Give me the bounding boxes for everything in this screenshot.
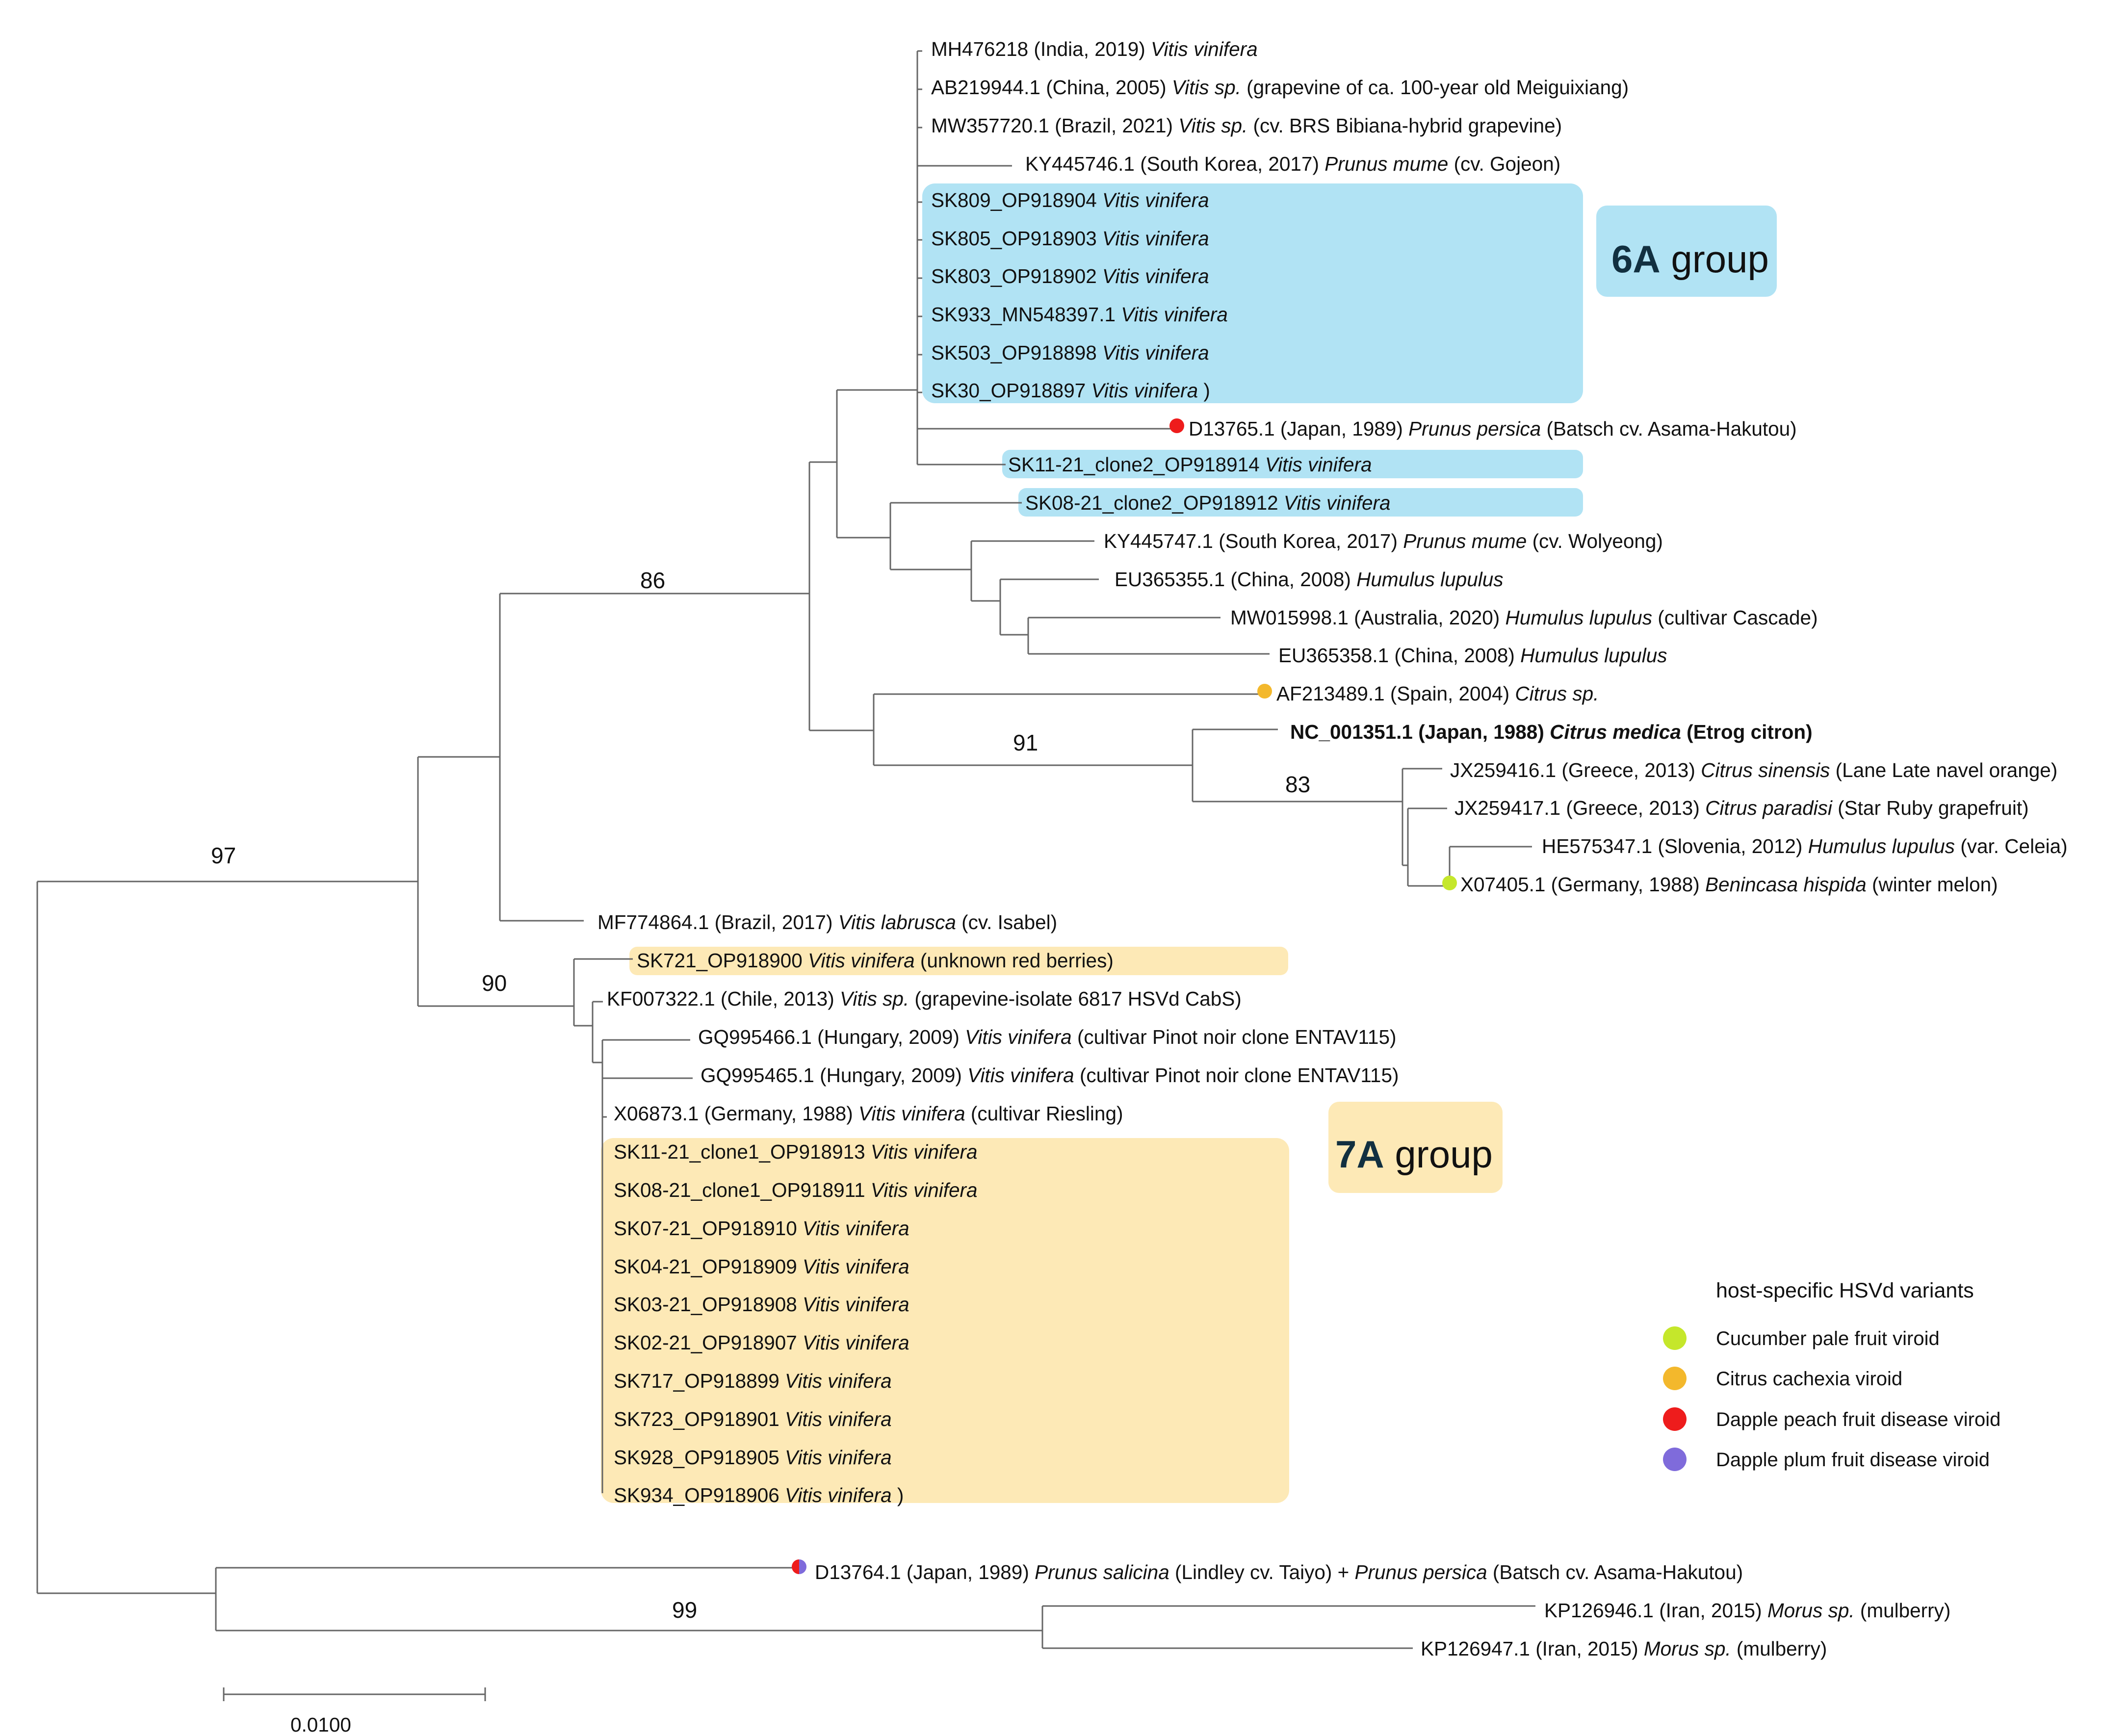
legend-item-label: Cucumber pale fruit viroid (1716, 1328, 1940, 1349)
taxon-label: SK805_OP918903 Vitis vinifera (931, 227, 1209, 250)
taxon-label: JX259416.1 (Greece, 2013) Citrus sinensi… (1450, 759, 2057, 781)
bootstrap-value: 91 (1013, 730, 1038, 755)
taxon-label: SK04-21_OP918909 Vitis vinifera (614, 1255, 909, 1278)
taxon-label: D13765.1 (Japan, 1989) Prunus persica (B… (1189, 417, 1797, 440)
group-6A-box-sk1121c2 (1002, 450, 1583, 478)
bootstrap-value: 90 (482, 970, 507, 996)
taxon-label: SK803_OP918902 Vitis vinifera (931, 265, 1209, 287)
taxon-label: NC_001351.1 (Japan, 1988) Citrus medica … (1290, 721, 1813, 743)
taxon-label: MH476218 (India, 2019) Vitis vinifera (931, 38, 1258, 60)
taxon-label: SK07-21_OP918910 Vitis vinifera (614, 1217, 909, 1240)
legend-swatch-dapple-peach (1663, 1407, 1687, 1431)
taxon-label: MW015998.1 (Australia, 2020) Humulus lup… (1230, 606, 1818, 629)
taxon-label: KP126947.1 (Iran, 2015) Morus sp. (mulbe… (1421, 1637, 1827, 1660)
taxon-label: KF007322.1 (Chile, 2013) Vitis sp. (grap… (607, 987, 1242, 1010)
taxon-label: MW357720.1 (Brazil, 2021) Vitis sp. (cv.… (931, 114, 1562, 137)
legend: host-specific HSVd variants Cucumber pal… (1663, 1279, 2000, 1471)
scale-bar: 0.0100 (223, 1687, 486, 1736)
taxon-label: SK933_MN548397.1 Vitis vinifera (931, 303, 1228, 326)
taxon-label: SK02-21_OP918907 Vitis vinifera (614, 1331, 909, 1354)
taxon-label: SK723_OP918901 Vitis vinifera (614, 1408, 892, 1430)
taxon-label: SK928_OP918905 Vitis vinifera (614, 1446, 892, 1469)
legend-item-label: Citrus cachexia viroid (1716, 1368, 1902, 1390)
taxon-label: D13764.1 (Japan, 1989) Prunus salicina (… (815, 1561, 1743, 1583)
dapple-peach-marker (1169, 418, 1184, 433)
taxon-label: AF213489.1 (Spain, 2004) Citrus sp. (1276, 682, 1599, 705)
taxon-label: EU365358.1 (China, 2008) Humulus lupulus (1278, 644, 1667, 667)
group-7A-box-sk721 (629, 947, 1288, 975)
taxon-label: EU365355.1 (China, 2008) Humulus lupulus (1115, 568, 1504, 591)
group-6A-label: 6A group (1611, 237, 1769, 281)
citrus-cachexia-marker (1257, 684, 1272, 699)
tree-branches (36, 50, 1535, 1649)
taxon-label: KP126946.1 (Iran, 2015) Morus sp. (mulbe… (1544, 1599, 1950, 1622)
taxon-label: SK30_OP918897 Vitis vinifera ) (931, 379, 1210, 402)
cucumber-pale-fruit-marker (1442, 876, 1457, 890)
group-7A-label-box (1328, 1102, 1503, 1193)
taxon-label: AB219944.1 (China, 2005) Vitis sp. (grap… (931, 76, 1629, 99)
legend-item-label: Dapple peach fruit disease viroid (1716, 1409, 2000, 1430)
group-6A-box-sk0821c2 (1018, 488, 1583, 517)
taxon-label: SK934_OP918906 Vitis vinifera ) (614, 1484, 904, 1506)
taxon-label: SK08-21_clone2_OP918912 Vitis vinifera (1025, 492, 1391, 514)
scale-bar-label: 0.0100 (290, 1713, 351, 1736)
taxon-label: HE575347.1 (Slovenia, 2012) Humulus lupu… (1542, 835, 2068, 857)
legend-swatch-citrus-cachexia (1663, 1367, 1687, 1390)
taxon-label: KY445747.1 (South Korea, 2017) Prunus mu… (1104, 530, 1663, 552)
bootstrap-value: 99 (672, 1597, 697, 1623)
taxon-label: GQ995465.1 (Hungary, 2009) Vitis vinifer… (701, 1064, 1399, 1087)
taxon-label: MF774864.1 (Brazil, 2017) Vitis labrusca… (597, 911, 1057, 933)
dapple-peach-plum-marker (792, 1559, 806, 1574)
bootstrap-value: 86 (640, 568, 665, 593)
legend-swatch-cucumber (1663, 1326, 1687, 1350)
taxon-label: X07405.1 (Germany, 1988) Benincasa hispi… (1460, 873, 1998, 896)
taxon-label: X06873.1 (Germany, 1988) Vitis vinifera … (614, 1102, 1123, 1125)
taxon-label: SK809_OP918904 Vitis vinifera (931, 189, 1209, 211)
group-6A-box (922, 183, 1583, 403)
group-7A-box (601, 1138, 1289, 1503)
legend-item-label: Dapple plum fruit disease viroid (1716, 1449, 1990, 1471)
taxon-label: SK717_OP918899 Vitis vinifera (614, 1370, 892, 1392)
taxon-labels: MH476218 (India, 2019) Vitis vinifera AB… (597, 38, 2068, 1660)
taxon-label: GQ995466.1 (Hungary, 2009) Vitis vinifer… (698, 1026, 1396, 1048)
bootstrap-value: 97 (211, 843, 236, 868)
taxon-label: SK11-21_clone1_OP918913 Vitis vinifera (614, 1140, 978, 1163)
taxon-label: SK503_OP918898 Vitis vinifera (931, 341, 1209, 364)
taxon-label: SK721_OP918900 Vitis vinifera (unknown r… (637, 949, 1114, 972)
group-7A-label: 7A group (1335, 1133, 1493, 1176)
group-6A-label-box (1596, 206, 1777, 297)
taxon-label: SK03-21_OP918908 Vitis vinifera (614, 1293, 909, 1316)
legend-swatch-dapple-plum (1663, 1448, 1687, 1471)
taxon-label: SK08-21_clone1_OP918911 Vitis vinifera (614, 1179, 978, 1201)
legend-title: host-specific HSVd variants (1716, 1279, 1974, 1302)
taxon-label: SK11-21_clone2_OP918914 Vitis vinifera (1008, 453, 1372, 476)
taxon-label: KY445746.1 (South Korea, 2017) Prunus mu… (1025, 153, 1560, 175)
taxon-label: JX259417.1 (Greece, 2013) Citrus paradis… (1454, 797, 2029, 819)
bootstrap-values: 97 86 91 83 90 99 (211, 568, 1310, 1623)
bootstrap-value: 83 (1285, 772, 1310, 797)
